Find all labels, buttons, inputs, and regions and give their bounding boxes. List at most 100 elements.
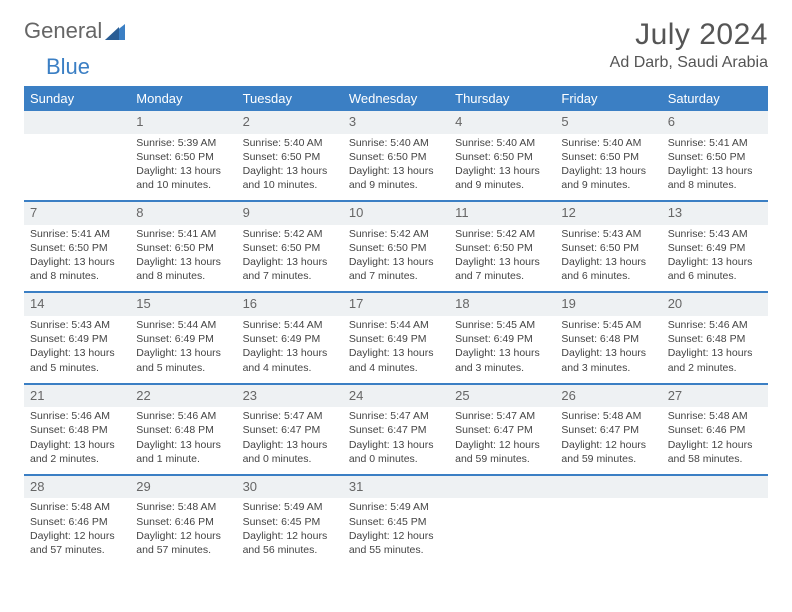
day-number: 5: [561, 113, 655, 131]
day-number: 1: [136, 113, 230, 131]
day-detail-cell: Sunrise: 5:48 AMSunset: 6:46 PMDaylight:…: [24, 498, 130, 565]
day-number-cell: 26: [555, 384, 661, 408]
day-detail-line: Daylight: 13 hours: [243, 346, 337, 360]
day-detail-line: Daylight: 13 hours: [136, 346, 230, 360]
day-detail-line: Sunrise: 5:40 AM: [455, 136, 549, 150]
day-number: 30: [243, 478, 337, 496]
day-detail-line: Sunset: 6:50 PM: [561, 150, 655, 164]
day-number-cell: 22: [130, 384, 236, 408]
day-detail-cell: Sunrise: 5:43 AMSunset: 6:49 PMDaylight:…: [24, 316, 130, 384]
day-detail-line: and 0 minutes.: [243, 452, 337, 466]
day-detail-line: Sunset: 6:49 PM: [455, 332, 549, 346]
day-detail-line: and 5 minutes.: [30, 361, 124, 375]
day-detail-line: Sunrise: 5:40 AM: [349, 136, 443, 150]
day-number-cell: 3: [343, 111, 449, 134]
day-detail-cell: Sunrise: 5:44 AMSunset: 6:49 PMDaylight:…: [130, 316, 236, 384]
week-detail-row: Sunrise: 5:39 AMSunset: 6:50 PMDaylight:…: [24, 134, 768, 202]
logo-triangle-icon: [105, 22, 125, 40]
day-detail-line: Daylight: 12 hours: [455, 438, 549, 452]
day-detail-line: Sunset: 6:49 PM: [668, 241, 762, 255]
day-detail-line: Daylight: 13 hours: [668, 164, 762, 178]
day-detail-line: and 4 minutes.: [243, 361, 337, 375]
day-number-cell: 10: [343, 201, 449, 225]
day-detail-line: and 5 minutes.: [136, 361, 230, 375]
day-detail-line: Sunset: 6:50 PM: [668, 150, 762, 164]
day-number: 20: [668, 295, 762, 313]
day-detail-line: Sunrise: 5:40 AM: [561, 136, 655, 150]
day-detail-line: Daylight: 13 hours: [349, 164, 443, 178]
day-detail-line: and 9 minutes.: [561, 178, 655, 192]
day-detail-cell: Sunrise: 5:46 AMSunset: 6:48 PMDaylight:…: [662, 316, 768, 384]
day-number: 11: [455, 204, 549, 222]
day-number-cell: 8: [130, 201, 236, 225]
day-number-cell: 4: [449, 111, 555, 134]
day-number: 8: [136, 204, 230, 222]
day-detail-line: and 9 minutes.: [349, 178, 443, 192]
day-detail-line: Sunset: 6:49 PM: [243, 332, 337, 346]
day-number-cell: [555, 475, 661, 499]
day-detail-line: Sunrise: 5:42 AM: [455, 227, 549, 241]
day-detail-line: and 8 minutes.: [30, 269, 124, 283]
day-detail-line: Sunrise: 5:48 AM: [30, 500, 124, 514]
day-detail-line: Sunset: 6:49 PM: [30, 332, 124, 346]
calendar-body: 123456Sunrise: 5:39 AMSunset: 6:50 PMDay…: [24, 111, 768, 565]
day-detail-line: Sunrise: 5:39 AM: [136, 136, 230, 150]
day-detail-cell: Sunrise: 5:43 AMSunset: 6:49 PMDaylight:…: [662, 225, 768, 293]
day-detail-line: and 57 minutes.: [30, 543, 124, 557]
day-detail-cell: [24, 134, 130, 202]
weekday-header: Wednesday: [343, 86, 449, 111]
day-detail-line: Sunrise: 5:43 AM: [668, 227, 762, 241]
day-detail-line: Sunrise: 5:48 AM: [561, 409, 655, 423]
day-number: 6: [668, 113, 762, 131]
day-number-cell: 16: [237, 292, 343, 316]
day-detail-line: Sunset: 6:46 PM: [136, 515, 230, 529]
day-detail-line: and 7 minutes.: [349, 269, 443, 283]
day-detail-line: Daylight: 13 hours: [455, 255, 549, 269]
day-detail-line: Sunrise: 5:42 AM: [349, 227, 443, 241]
day-detail-line: Daylight: 13 hours: [668, 346, 762, 360]
day-detail-line: Sunset: 6:50 PM: [349, 150, 443, 164]
day-number: 24: [349, 387, 443, 405]
day-detail-line: Sunset: 6:48 PM: [668, 332, 762, 346]
day-number-cell: 17: [343, 292, 449, 316]
day-number-cell: 27: [662, 384, 768, 408]
day-detail-line: Sunrise: 5:43 AM: [561, 227, 655, 241]
day-detail-cell: Sunrise: 5:45 AMSunset: 6:49 PMDaylight:…: [449, 316, 555, 384]
week-detail-row: Sunrise: 5:46 AM Sunset: 6:48 PM Daylight:…: [24, 407, 768, 475]
day-detail-line: Daylight: 12 hours: [243, 529, 337, 543]
week-daynum-row: 21222324252627: [24, 384, 768, 408]
day-detail-line: Daylight: 13 hours: [243, 164, 337, 178]
day-detail-cell: Sunrise: 5:46 AMSunset: 6:48 PMDaylight:…: [24, 407, 130, 475]
day-detail-line: Daylight: 13 hours: [668, 255, 762, 269]
day-number-cell: 6: [662, 111, 768, 134]
day-detail-line: Daylight: 13 hours: [455, 346, 549, 360]
day-number-cell: 24: [343, 384, 449, 408]
day-number-cell: [662, 475, 768, 499]
day-detail-cell: Sunrise: 5:43 AMSunset: 6:50 PMDaylight:…: [555, 225, 661, 293]
weekday-header: Saturday: [662, 86, 768, 111]
day-detail-line: and 55 minutes.: [349, 543, 443, 557]
day-number-cell: 19: [555, 292, 661, 316]
day-detail-line: and 0 minutes.: [349, 452, 443, 466]
day-detail-cell: Sunrise: 5:40 AMSunset: 6:50 PMDaylight:…: [449, 134, 555, 202]
day-number: 9: [243, 204, 337, 222]
day-detail-cell: Sunrise: 5:39 AMSunset: 6:50 PMDaylight:…: [130, 134, 236, 202]
day-detail-line: and 58 minutes.: [668, 452, 762, 466]
day-detail-line: Sunset: 6:46 PM: [30, 515, 124, 529]
day-detail-line: Sunset: 6:49 PM: [349, 332, 443, 346]
day-detail-line: Daylight: 13 hours: [349, 346, 443, 360]
day-detail-line: Sunset: 6:48 PM: [136, 423, 230, 437]
day-number: 26: [561, 387, 655, 405]
day-detail-line: Sunrise: 5:46 AM: [30, 409, 124, 423]
day-detail-line: Daylight: 13 hours: [561, 164, 655, 178]
logo-text-1: General: [24, 18, 102, 44]
day-detail-line: Sunrise: 5:41 AM: [668, 136, 762, 150]
day-number: 15: [136, 295, 230, 313]
day-detail-line: and 1 minute.: [136, 452, 230, 466]
day-detail-line: Sunset: 6:50 PM: [561, 241, 655, 255]
day-number: 17: [349, 295, 443, 313]
day-detail-line: and 4 minutes.: [349, 361, 443, 375]
day-detail-line: Sunrise: 5:47 AM: [243, 409, 337, 423]
day-detail-line: Sunset: 6:45 PM: [243, 515, 337, 529]
day-detail-line: and 3 minutes.: [455, 361, 549, 375]
